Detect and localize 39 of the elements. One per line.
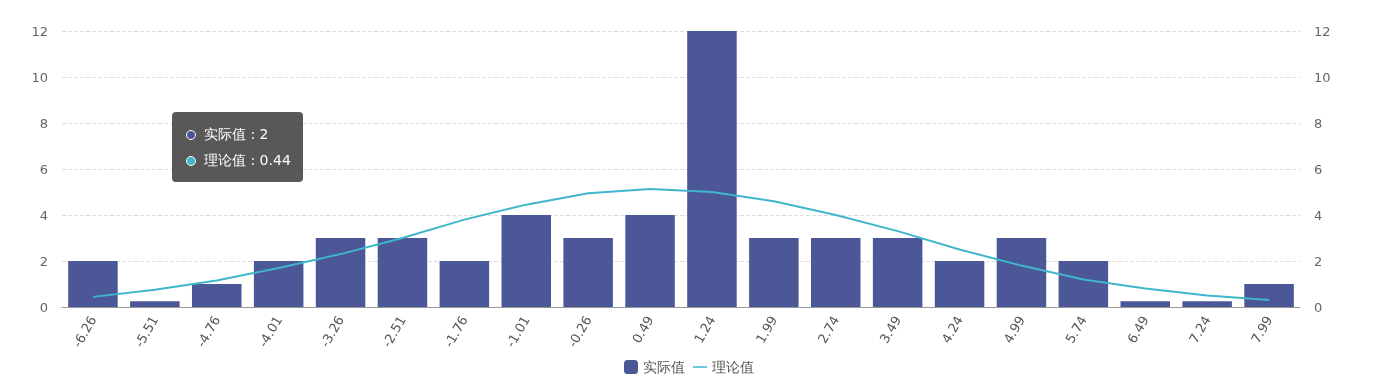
bar <box>934 261 985 307</box>
annotation: 实际值 : 2 <box>204 126 269 144</box>
y-tick-label: 12 <box>31 23 48 39</box>
y2-tick-label: 12 <box>1314 23 1331 39</box>
bar <box>749 238 799 307</box>
y-tick-label: 6 <box>39 161 48 177</box>
y2-tick-label: 2 <box>1314 253 1323 269</box>
bar <box>1244 284 1294 307</box>
y2-tick-label: 6 <box>1314 161 1323 177</box>
y-tick-label: 4 <box>39 207 48 223</box>
y-tick-label: 2 <box>39 253 48 269</box>
legend-label: 实际值 <box>643 359 685 375</box>
y2-tick-label: 4 <box>1314 207 1323 223</box>
bar <box>996 238 1047 307</box>
bar <box>872 238 923 307</box>
bar <box>1058 261 1109 307</box>
y-tick-label: 0 <box>39 299 48 315</box>
bar <box>563 238 613 307</box>
bar <box>68 261 118 307</box>
bar <box>439 261 490 307</box>
bar <box>501 215 552 307</box>
y2-tick-label: 10 <box>1314 69 1331 85</box>
bar <box>315 238 366 307</box>
y-tick-label: 8 <box>39 115 48 131</box>
bar <box>687 31 737 307</box>
bar <box>191 284 242 307</box>
y2-tick-label: 0 <box>1314 299 1323 315</box>
bar <box>253 261 304 307</box>
annotation: 理论值 : 0.44 <box>204 152 291 170</box>
legend-label: 理论值 <box>712 359 754 375</box>
line-series <box>91 188 1271 302</box>
bar <box>1182 301 1232 307</box>
bar <box>810 238 861 307</box>
bar <box>377 238 428 307</box>
bar <box>1120 301 1171 307</box>
y2-tick-label: 8 <box>1314 115 1323 131</box>
bar <box>130 301 180 307</box>
bar <box>625 215 675 307</box>
y-tick-label: 10 <box>31 69 48 85</box>
